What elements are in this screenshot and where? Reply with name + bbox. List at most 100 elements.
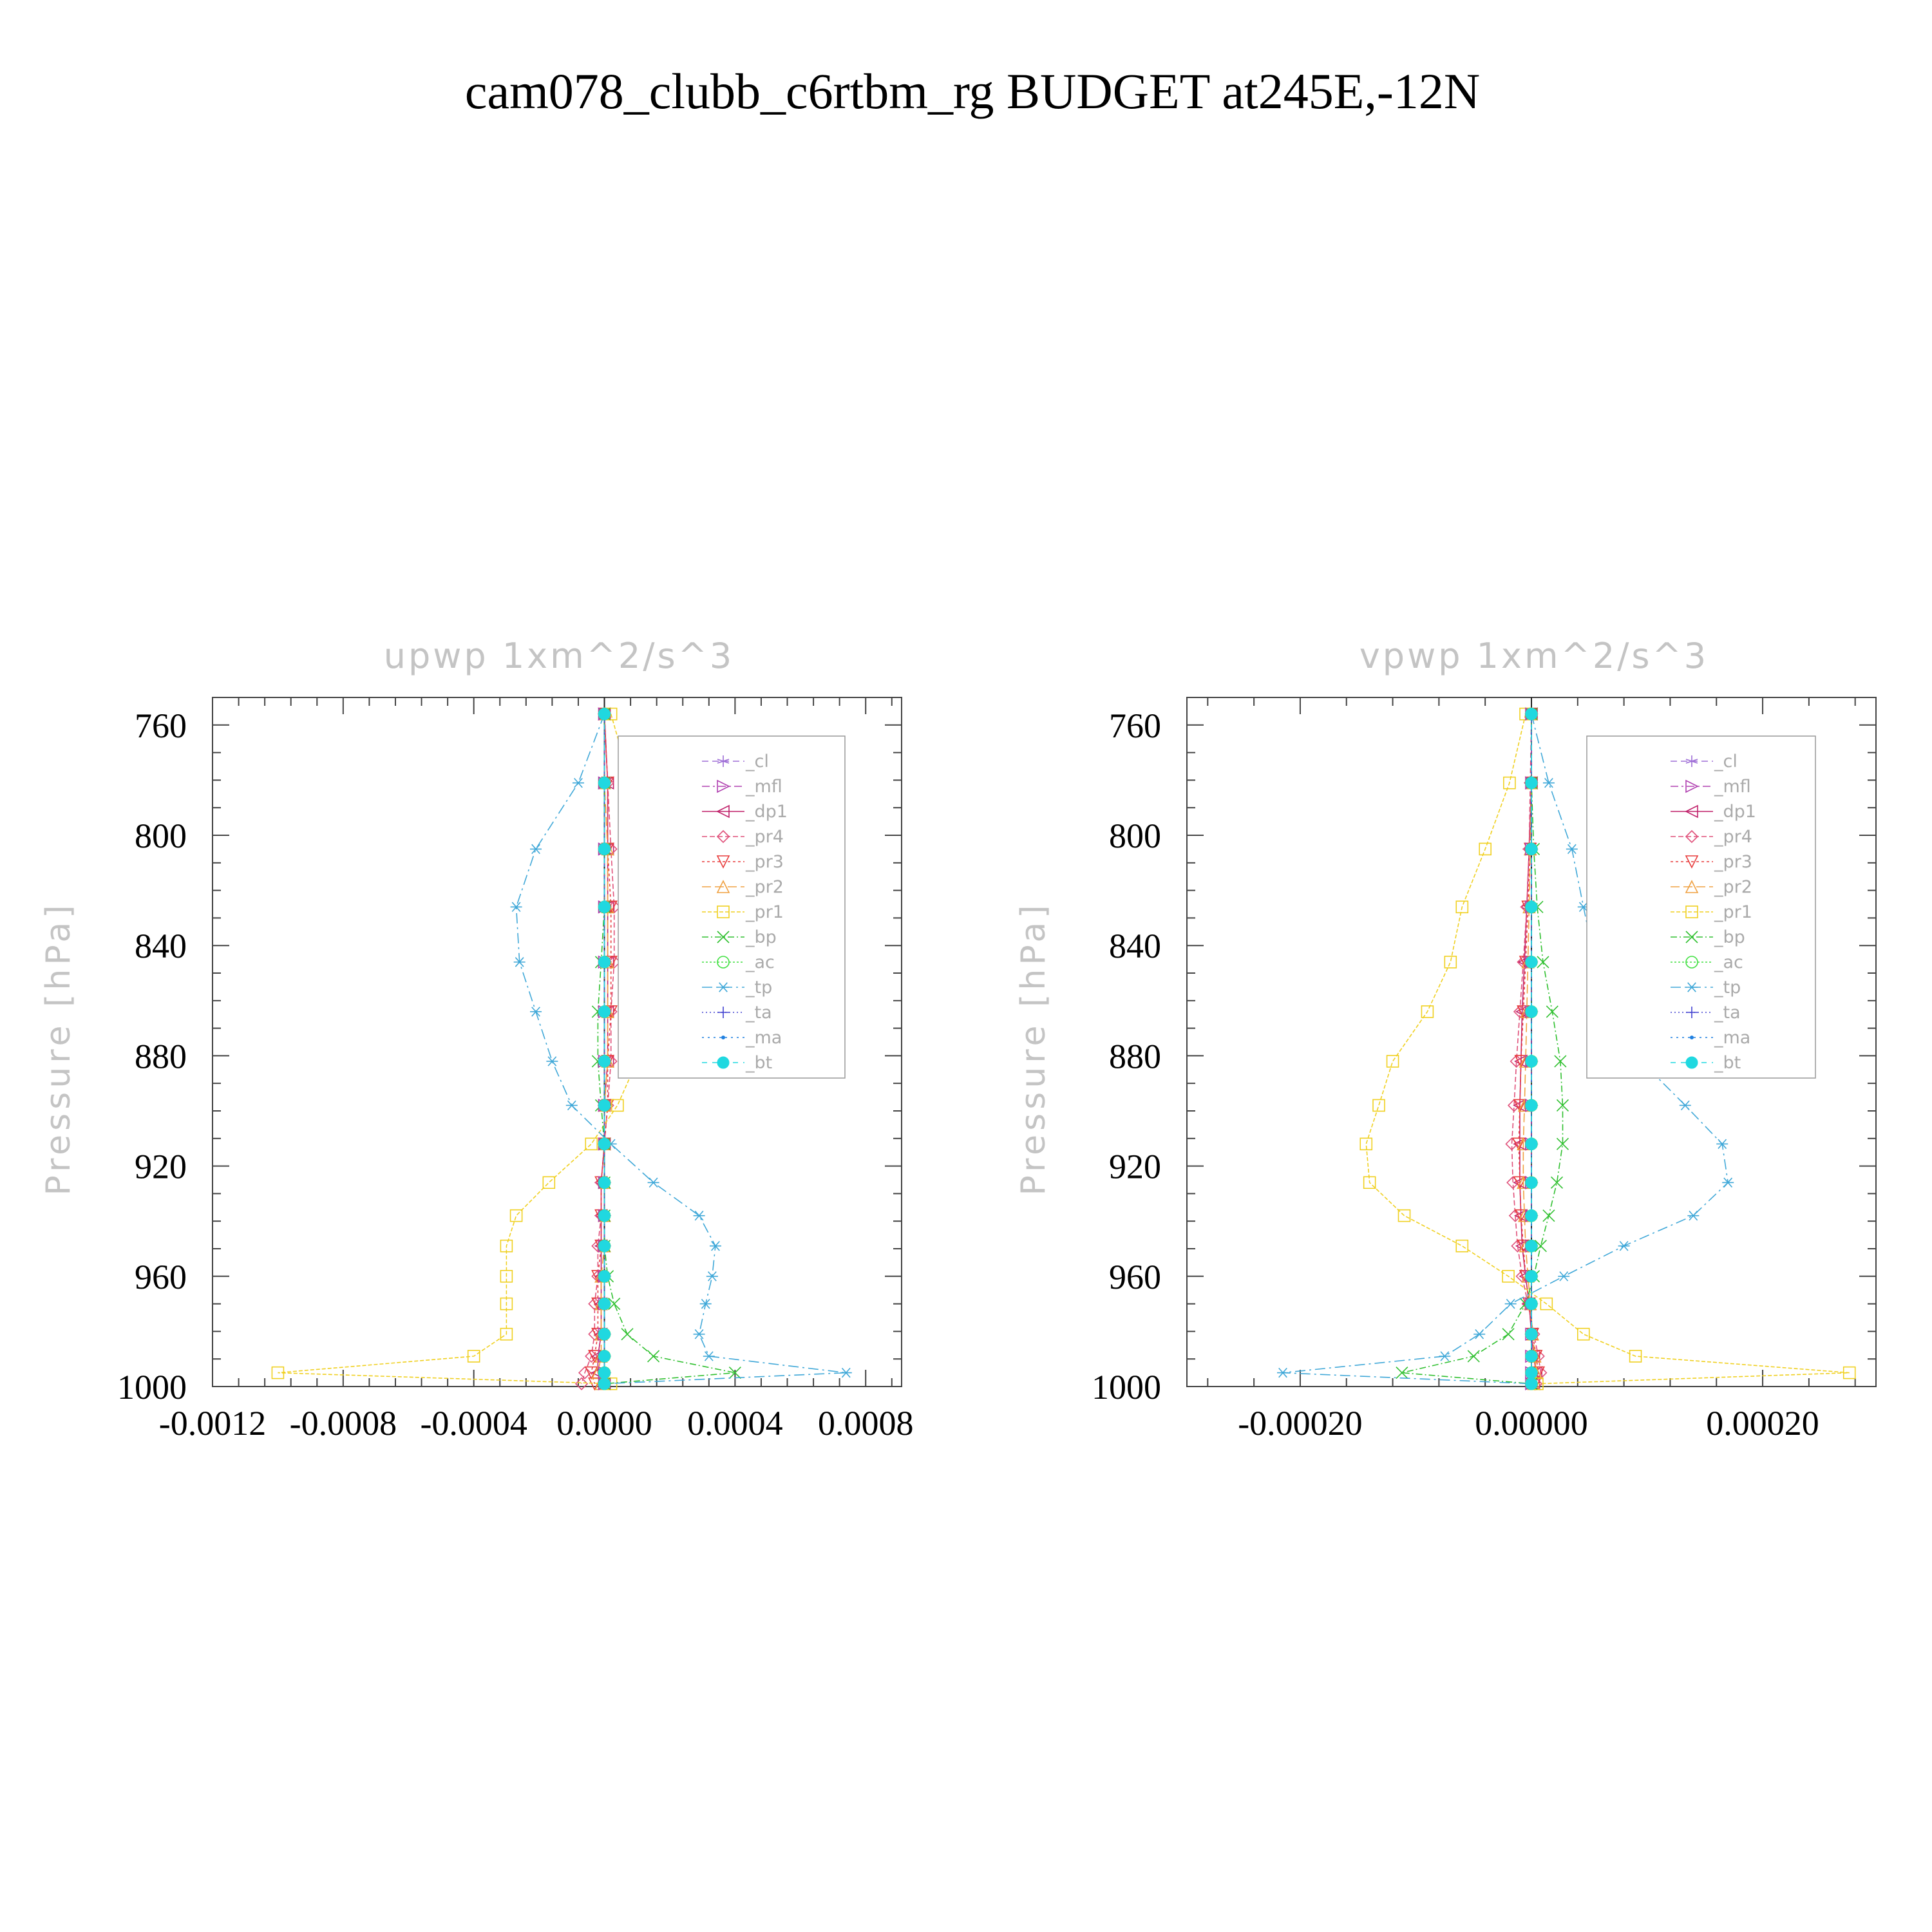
data-point — [598, 1240, 611, 1253]
legend-label: _pr4 — [745, 827, 784, 847]
legend-marker — [1685, 779, 1699, 793]
data-point — [693, 1329, 705, 1340]
legend-label: _bp — [745, 927, 777, 947]
data-point — [1525, 900, 1538, 913]
y-tick-label: 800 — [135, 817, 187, 855]
data-point — [598, 1137, 611, 1150]
data-point — [608, 1298, 621, 1311]
data-point — [572, 777, 584, 788]
legend-label: _bt — [745, 1053, 772, 1073]
x-tick-label: 0.0000 — [556, 1404, 652, 1443]
series-line — [1401, 714, 1564, 1385]
y-tick-label: 840 — [135, 927, 187, 965]
legend-label: _pr3 — [745, 852, 784, 872]
series-bt — [1525, 708, 1538, 1390]
legend-marker — [717, 755, 730, 767]
data-point — [1716, 1139, 1728, 1150]
data-point — [1397, 1209, 1411, 1222]
series-line — [1282, 714, 1729, 1385]
legend-item: _tp — [1671, 978, 1741, 998]
legend-label: _ac — [1714, 952, 1743, 972]
y-tick-label: 920 — [135, 1148, 187, 1186]
legend-label: _pr3 — [1714, 852, 1752, 872]
y-tick-label: 1000 — [1092, 1368, 1161, 1406]
y-tick-label: 880 — [1109, 1037, 1161, 1075]
legend-item: _pr1 — [702, 902, 784, 922]
data-point — [1506, 1176, 1520, 1189]
legend-item: _pr4 — [702, 827, 784, 847]
data-point — [1556, 1137, 1569, 1150]
series-line — [597, 714, 609, 1385]
legend-marker — [1686, 982, 1698, 992]
legend-marker — [1685, 755, 1698, 767]
data-point — [598, 708, 611, 721]
data-point — [1525, 708, 1538, 721]
data-point — [1473, 1329, 1486, 1340]
legend-marker — [1685, 855, 1699, 869]
series-line — [597, 714, 609, 1384]
data-point — [588, 1350, 601, 1363]
data-point — [1455, 1239, 1469, 1253]
legend-label: _cl — [745, 752, 769, 772]
x-tick-label: -0.0004 — [420, 1404, 527, 1443]
legend-item: _bp — [702, 927, 777, 947]
legend-marker — [716, 804, 730, 819]
legend-marker — [1686, 1007, 1698, 1018]
legend-item: _ac — [1671, 952, 1743, 972]
legend-label: _pr4 — [1714, 827, 1752, 847]
legend-marker — [717, 982, 729, 992]
legend-marker — [1685, 1056, 1698, 1069]
y-tick-label: 960 — [135, 1258, 187, 1296]
data-point — [509, 1209, 523, 1222]
series-line — [1519, 714, 1537, 1384]
x-tick-label: -0.0008 — [290, 1404, 397, 1443]
data-point — [1479, 842, 1492, 856]
data-point — [574, 1377, 589, 1390]
legend-marker — [1685, 880, 1699, 893]
data-point — [1513, 1099, 1527, 1113]
data-point — [598, 1328, 611, 1341]
legend-marker — [1685, 829, 1699, 844]
legend-item: _cl — [702, 752, 769, 772]
y-tick-label: 960 — [1109, 1258, 1161, 1296]
data-point — [1444, 956, 1457, 969]
series-bt — [598, 708, 611, 1390]
legend-item: _ta — [1671, 1003, 1741, 1023]
data-point — [510, 902, 522, 913]
series-line — [515, 714, 846, 1385]
legend-label: _dp1 — [1714, 802, 1756, 822]
data-point — [1556, 1099, 1569, 1112]
data-point — [1359, 1137, 1373, 1151]
panel-upwp: upwp 1xm^2/s^3 Pressure [hPa] 760 800 840 8… — [39, 636, 913, 1443]
data-point — [542, 1176, 556, 1189]
data-point — [598, 1005, 611, 1018]
data-point — [1386, 1055, 1399, 1068]
data-point — [1525, 1137, 1538, 1150]
legend-box — [1586, 735, 1816, 1079]
data-point — [598, 1378, 611, 1390]
data-point — [1546, 1005, 1558, 1018]
legend-item: _ac — [702, 952, 775, 972]
data-point — [513, 957, 526, 967]
legend-item: _mfl — [702, 777, 782, 797]
y-tick-label: 1000 — [117, 1368, 187, 1406]
data-point — [1525, 1367, 1538, 1379]
data-point — [546, 1056, 558, 1066]
data-point — [578, 1366, 592, 1379]
data-point — [1363, 1176, 1376, 1189]
legend-label: _cl — [1714, 752, 1738, 772]
legend-label: _ma — [1714, 1028, 1750, 1048]
data-point — [1525, 1176, 1538, 1189]
legend-marker — [1685, 956, 1698, 969]
data-point — [1525, 1055, 1538, 1068]
data-point — [1514, 1055, 1528, 1068]
legend-item: _pr2 — [1671, 877, 1752, 897]
legend-label: _mfl — [745, 777, 782, 797]
data-point — [598, 842, 611, 855]
data-point — [840, 1367, 852, 1378]
legend-item: _bp — [1671, 927, 1745, 947]
figure-title: cam078_clubb_c6rtbm_rg BUDGET at245E,-12… — [465, 63, 1480, 119]
data-point — [1504, 1298, 1517, 1309]
data-point — [611, 1099, 624, 1112]
legend-marker — [1685, 931, 1698, 943]
